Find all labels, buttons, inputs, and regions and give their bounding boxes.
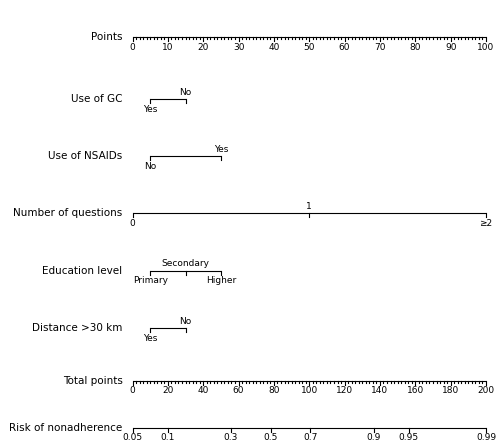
Text: Use of GC: Use of GC xyxy=(71,94,122,104)
Text: 100: 100 xyxy=(478,43,494,52)
Text: 200: 200 xyxy=(478,386,494,396)
Text: 100: 100 xyxy=(300,386,318,396)
Text: 0.05: 0.05 xyxy=(122,433,142,440)
Text: Primary: Primary xyxy=(132,276,168,286)
Text: 20: 20 xyxy=(198,43,209,52)
Text: 0.7: 0.7 xyxy=(303,433,318,440)
Text: ≥2: ≥2 xyxy=(480,219,492,228)
Text: Distance >30 km: Distance >30 km xyxy=(32,323,122,333)
Text: 0.99: 0.99 xyxy=(476,433,496,440)
Text: 1: 1 xyxy=(306,202,312,211)
Text: Total points: Total points xyxy=(62,376,122,385)
Text: 40: 40 xyxy=(268,43,280,52)
Text: 120: 120 xyxy=(336,386,353,396)
Text: 30: 30 xyxy=(233,43,244,52)
Text: 0.9: 0.9 xyxy=(366,433,381,440)
Text: Yes: Yes xyxy=(143,105,158,114)
Text: 140: 140 xyxy=(372,386,388,396)
Text: Education level: Education level xyxy=(42,266,122,275)
Text: 180: 180 xyxy=(442,386,460,396)
Text: 80: 80 xyxy=(410,43,421,52)
Text: No: No xyxy=(144,162,156,171)
Text: Yes: Yes xyxy=(143,334,158,343)
Text: No: No xyxy=(180,88,192,97)
Text: 160: 160 xyxy=(406,386,424,396)
Text: 0.95: 0.95 xyxy=(398,433,418,440)
Text: 90: 90 xyxy=(445,43,456,52)
Text: Use of NSAIDs: Use of NSAIDs xyxy=(48,151,122,161)
Text: Points: Points xyxy=(91,33,122,42)
Text: 60: 60 xyxy=(339,43,350,52)
Text: 0: 0 xyxy=(130,386,136,396)
Text: 0.5: 0.5 xyxy=(264,433,278,440)
Text: 50: 50 xyxy=(304,43,315,52)
Text: No: No xyxy=(180,317,192,326)
Text: Yes: Yes xyxy=(214,145,228,154)
Text: 0.1: 0.1 xyxy=(160,433,174,440)
Text: 80: 80 xyxy=(268,386,280,396)
Text: 10: 10 xyxy=(162,43,173,52)
Text: 40: 40 xyxy=(198,386,209,396)
Text: 0.3: 0.3 xyxy=(224,433,238,440)
Text: 60: 60 xyxy=(233,386,244,396)
Text: 70: 70 xyxy=(374,43,386,52)
Text: 0: 0 xyxy=(130,219,136,228)
Text: Risk of nonadherence: Risk of nonadherence xyxy=(9,423,122,433)
Text: Higher: Higher xyxy=(206,276,236,286)
Text: 20: 20 xyxy=(162,386,173,396)
Text: Secondary: Secondary xyxy=(162,260,210,268)
Text: 0: 0 xyxy=(130,43,136,52)
Text: Number of questions: Number of questions xyxy=(13,209,122,218)
